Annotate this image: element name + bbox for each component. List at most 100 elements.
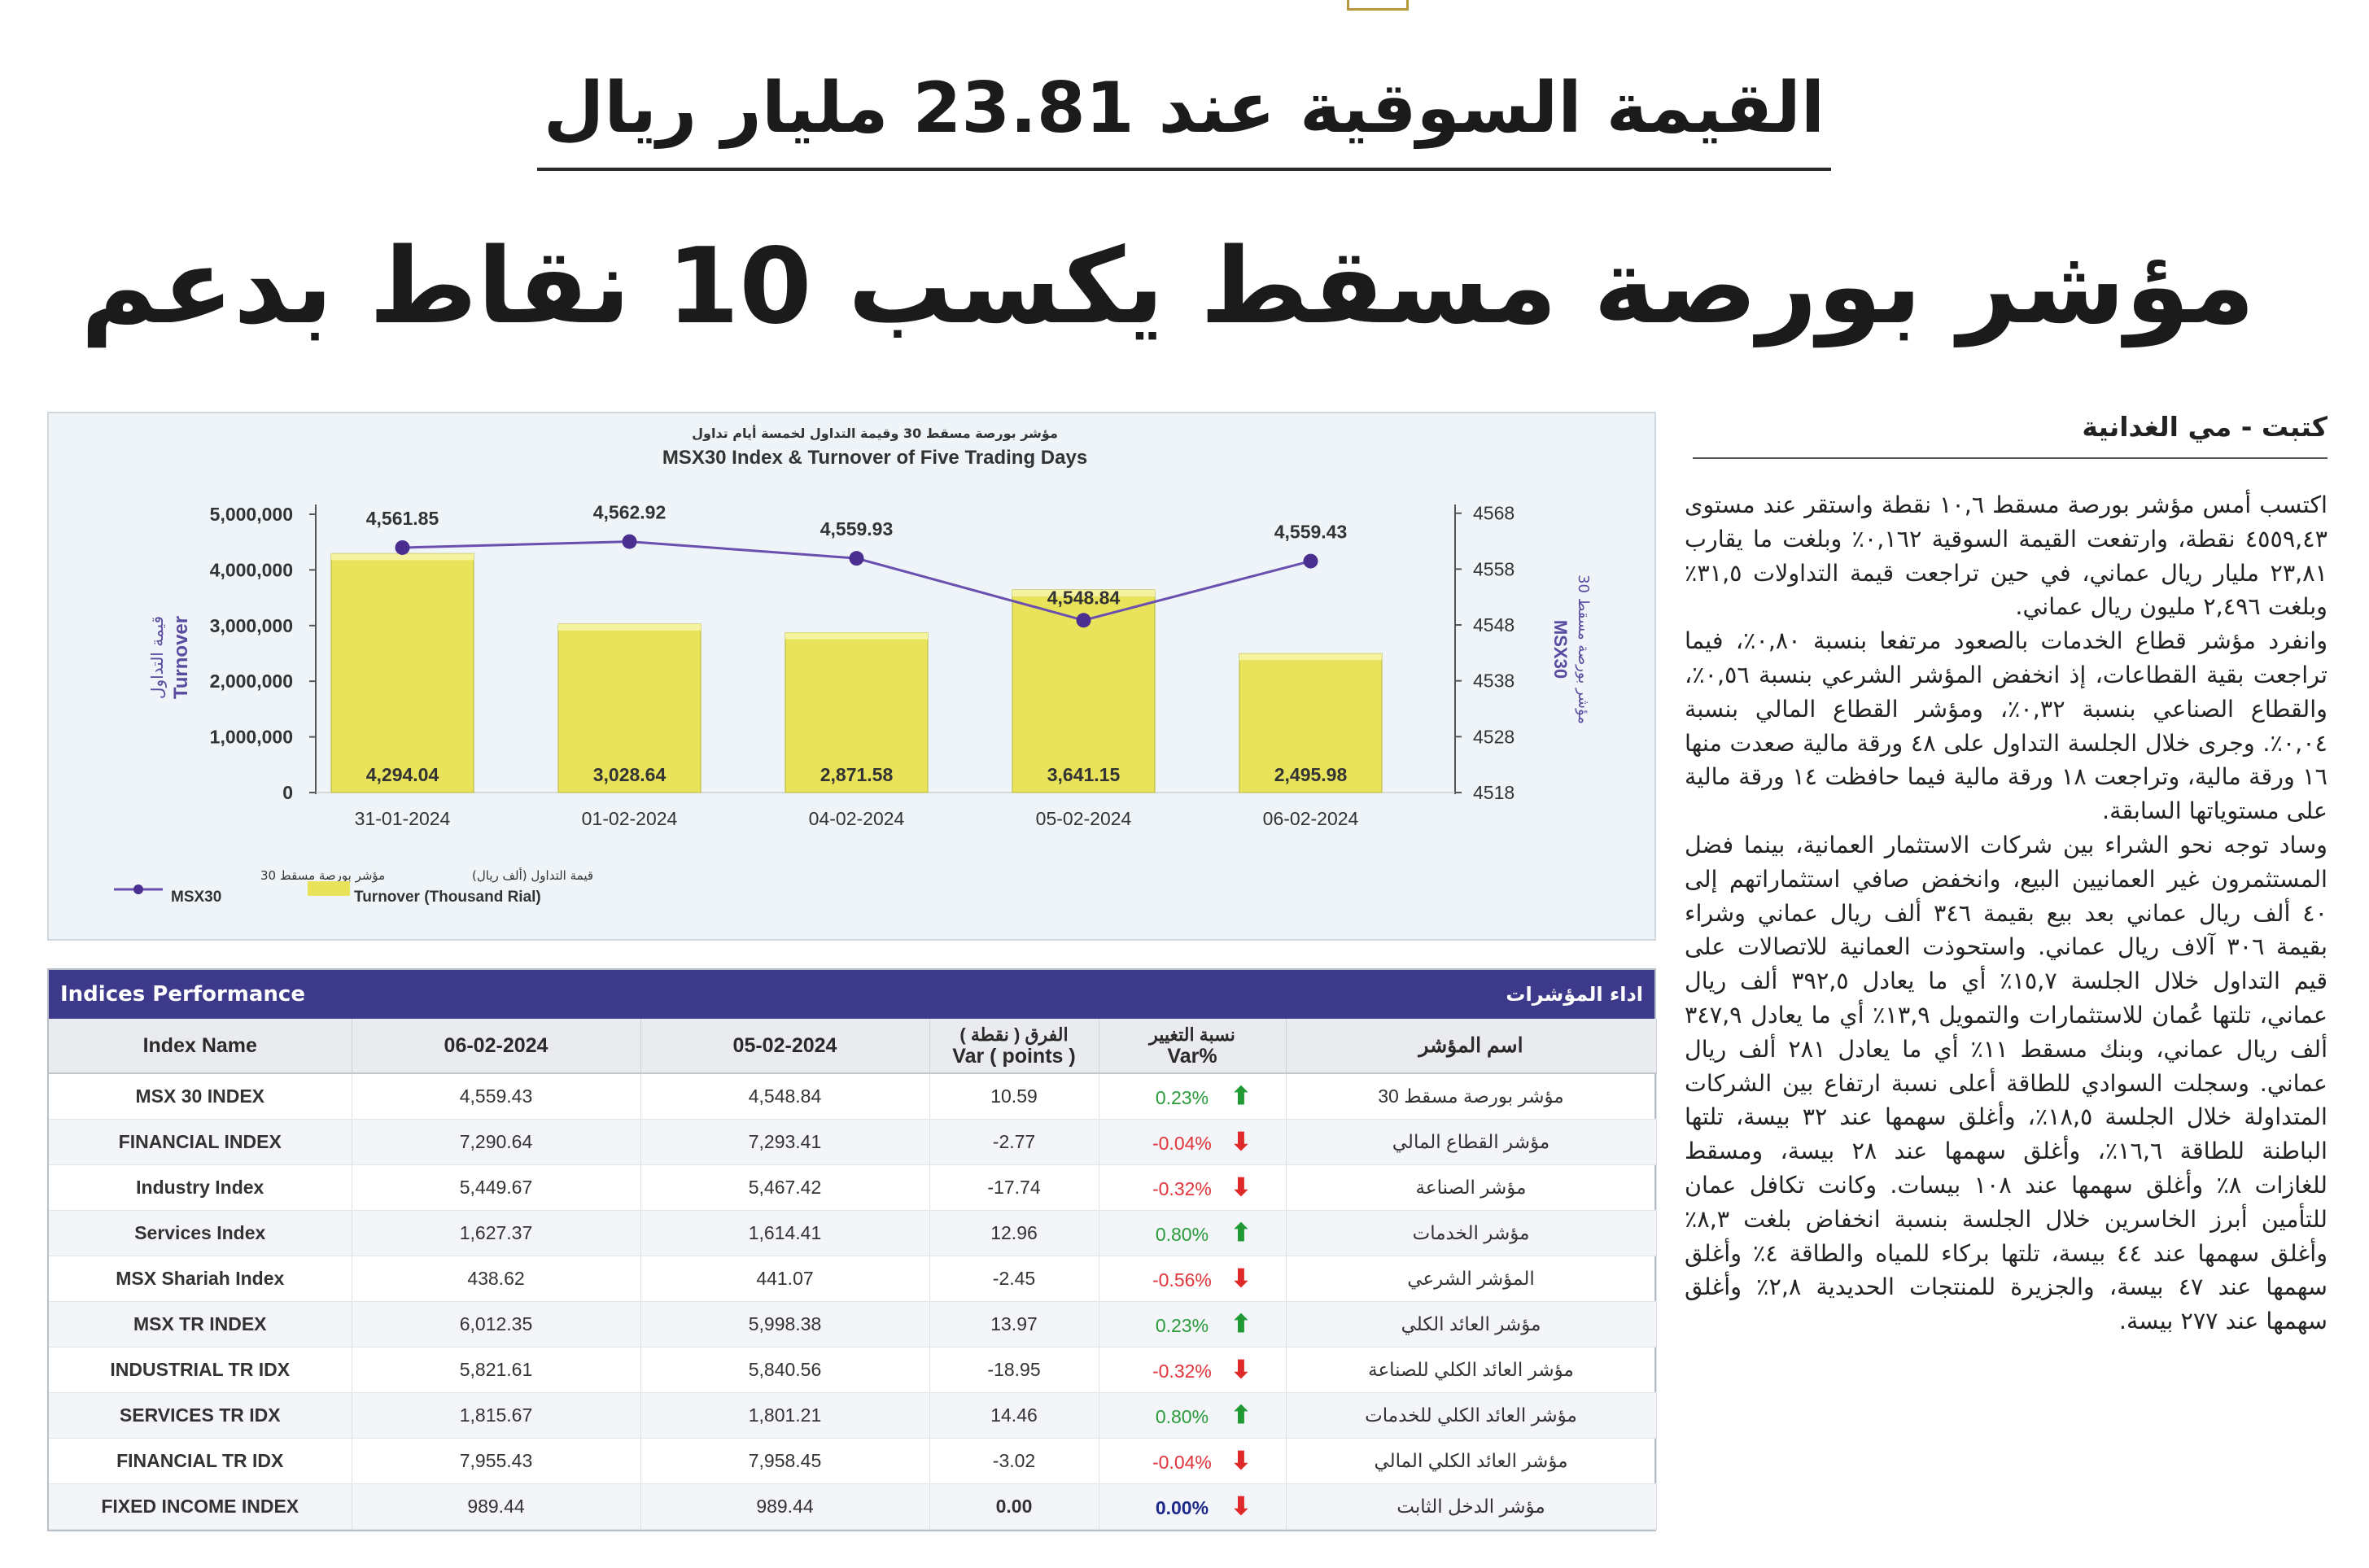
index-name-ar: مؤشر الخدمات [1286, 1210, 1657, 1256]
bar-data-label: 2,871.58 [820, 764, 894, 785]
col-pct-ar: نسبة التغيير [1149, 1024, 1235, 1045]
arrow-down-icon: ⬇ [1230, 1448, 1252, 1474]
value-date-2: 989.44 [640, 1483, 930, 1530]
msx30-point [849, 551, 864, 566]
table-row: MSX 30 INDEX 4,559.43 4,548.84 10.59 0.23% ⬆ م… [49, 1073, 1657, 1120]
index-name-ar: مؤشر بورصة مسقط 30 [1286, 1073, 1657, 1120]
legend-line-label: MSX30 [171, 889, 221, 906]
var-points: -18.95 [929, 1347, 1099, 1393]
turnover-bar [785, 632, 929, 793]
x-tick-label: 06-02-2024 [1263, 808, 1359, 829]
x-tick-label: 04-02-2024 [809, 808, 905, 829]
var-pct-cell: -0.04% ⬇ [1099, 1119, 1287, 1165]
col-var-en: Var ( points ) [952, 1045, 1076, 1068]
table-body: MSX 30 INDEX 4,559.43 4,548.84 10.59 0.23% ⬆ م… [49, 1073, 1657, 1530]
line-data-label: 4,559.43 [1274, 522, 1348, 543]
col-var-points: الفرق ( نقطة ) Var ( points ) [929, 1019, 1099, 1074]
y2label: MSX30 [1550, 620, 1571, 679]
kicker-headline: القيمة السوقية عند 23.81 مليار ريال [543, 68, 1825, 149]
article-paragraph: وساد توجه نحو الشراء بين شركات الاستثمار… [1685, 830, 2328, 1335]
legend-line-marker [133, 884, 143, 894]
var-pct-cell: 0.23% ⬆ [1099, 1073, 1287, 1120]
y2-tick-label: 4558 [1473, 558, 1514, 579]
value-date-1: 438.62 [352, 1256, 641, 1302]
index-name-ar: مؤشر العائد الكلي المالي [1286, 1438, 1657, 1484]
msx30-point [395, 539, 410, 555]
chart-panel: مؤشر بورصة مسقط 30 وقيمة التداول لخمسة أ… [47, 412, 1656, 941]
article-body: اكتسب أمس مؤشر بورصة مسقط ١٠,٦ نقطة واست… [1685, 488, 2327, 1546]
arrow-up-icon: ⬆ [1230, 1083, 1252, 1110]
value-date-2: 1,801.21 [640, 1392, 930, 1439]
performance-grid: Index Name 06-02-2024 05-02-2024 الفرق (… [49, 1019, 1657, 1530]
var-points: 14.46 [929, 1392, 1099, 1439]
var-pct-cell: 0.23% ⬆ [1099, 1301, 1287, 1347]
chart-title-ar: مؤشر بورصة مسقط 30 وقيمة التداول لخمسة أ… [692, 425, 1058, 441]
kicker-underline [537, 168, 1831, 171]
var-pct-cell: -0.56% ⬇ [1099, 1256, 1287, 1302]
line-data-label: 4,561.85 [366, 508, 439, 529]
byline-rule [1693, 457, 2327, 459]
indices-performance-table: Indices Performance اداء المؤشرات Index … [47, 968, 1657, 1531]
var-pct: 0.00% [1155, 1497, 1209, 1518]
byline: كتبت - مي الغدانية [2082, 411, 2327, 443]
var-pct: -0.04% [1152, 1133, 1212, 1154]
index-name: FINANCIAL TR IDX [49, 1438, 352, 1484]
var-points: 0.00 [929, 1483, 1099, 1530]
var-pct-cell: -0.04% ⬇ [1099, 1438, 1287, 1484]
var-pct: -0.56% [1152, 1269, 1212, 1291]
value-date-1: 989.44 [352, 1483, 641, 1530]
bar-data-label: 3,028.64 [593, 764, 667, 785]
index-name: FINANCIAL INDEX [49, 1119, 352, 1165]
arrow-up-icon: ⬆ [1230, 1311, 1252, 1338]
legend-line-label-ar: مؤشر بورصة مسقط 30 [260, 868, 385, 883]
legend-bar-label: Turnover (Thousand Rial) [354, 889, 541, 906]
var-points: 13.97 [929, 1301, 1099, 1347]
index-name: Industry Index [49, 1164, 352, 1211]
arrow-up-icon: ⬆ [1230, 1402, 1252, 1429]
col-pct-en: Var% [1167, 1045, 1217, 1068]
x-tick-label: 01-02-2024 [582, 808, 678, 829]
col-date-2: 05-02-2024 [640, 1019, 930, 1074]
value-date-1: 7,955.43 [352, 1438, 641, 1484]
table-row: MSX TR INDEX 6,012.35 5,998.38 13.97 0.23% ⬆ م… [49, 1301, 1657, 1347]
value-date-2: 1,614.41 [640, 1210, 930, 1256]
table-row: FINANCIAL TR IDX 7,955.43 7,958.45 -3.02 -0.… [49, 1438, 1657, 1484]
var-points: -17.74 [929, 1164, 1099, 1211]
value-date-1: 5,821.61 [352, 1347, 641, 1393]
index-name-ar: المؤشر الشرعي [1286, 1256, 1657, 1302]
var-pct-cell: 0.80% ⬆ [1099, 1392, 1287, 1439]
y2label-ar: مؤشر بورصة مسقط 30 [1575, 574, 1592, 724]
msx30-point [1303, 553, 1318, 569]
turnover-bar-highlight [1012, 589, 1155, 596]
table-row: SERVICES TR IDX 1,815.67 1,801.21 14.46 0.80… [49, 1392, 1657, 1439]
var-points: 10.59 [929, 1073, 1099, 1120]
y2-tick-label: 4568 [1473, 503, 1514, 524]
legend-bar-label-ar: قيمة التداول (ألف ريال) [472, 867, 593, 883]
legend-bar-swatch [308, 881, 350, 896]
index-name-ar: مؤشر الدخل الثابت [1286, 1483, 1657, 1530]
turnover-bar-highlight [331, 553, 474, 561]
arrow-down-icon: ⬇ [1230, 1493, 1252, 1520]
msx30-point [622, 534, 637, 549]
col-date-1: 06-02-2024 [352, 1019, 641, 1074]
var-points: -2.77 [929, 1119, 1099, 1165]
turnover-bar [557, 623, 702, 793]
y2-tick-label: 4548 [1473, 614, 1514, 635]
index-name-ar: مؤشر العائد الكلي [1286, 1301, 1657, 1347]
table-row: MSX Shariah Index 438.62 441.07 -2.45 -0.56%… [49, 1256, 1657, 1302]
arrow-up-icon: ⬆ [1230, 1220, 1252, 1247]
article-paragraph: اكتسب أمس مؤشر بورصة مسقط ١٠,٦ نقطة واست… [1685, 491, 2327, 621]
index-name: INDUSTRIAL TR IDX [49, 1347, 352, 1393]
table-row: Services Index 1,627.37 1,614.41 12.96 0.80%… [49, 1210, 1657, 1256]
index-name: MSX Shariah Index [49, 1256, 352, 1302]
article-paragraph: وانفرد مؤشر قطاع الخدمات بالصعود مرتفعا … [1685, 627, 2328, 825]
y-tick-label: 4,000,000 [210, 559, 293, 580]
y-tick-label: 1,000,000 [210, 727, 293, 748]
msx30-turnover-chart: مؤشر بورصة مسقط 30 وقيمة التداول لخمسة أ… [114, 425, 1592, 906]
table-row: INDUSTRIAL TR IDX 5,821.61 5,840.56 -18.95-… [49, 1347, 1657, 1393]
table-header-row: Index Name 06-02-2024 05-02-2024 الفرق (… [49, 1019, 1657, 1074]
var-pct: -0.32% [1152, 1178, 1212, 1199]
value-date-2: 7,958.45 [640, 1438, 930, 1484]
col-var-ar: الفرق ( نقطة ) [959, 1024, 1069, 1045]
var-points: 12.96 [929, 1210, 1099, 1256]
